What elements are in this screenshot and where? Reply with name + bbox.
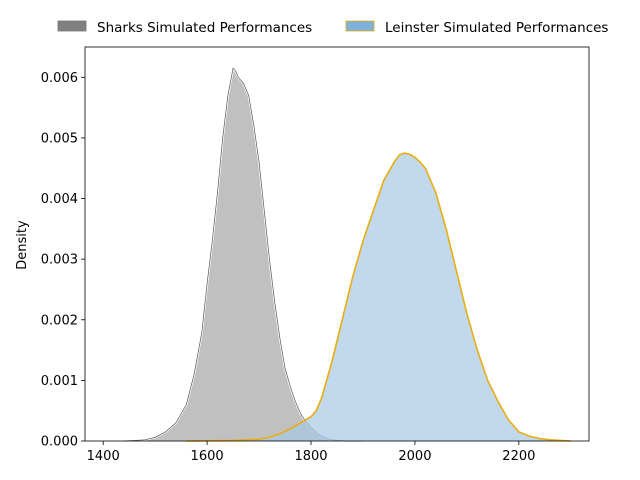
y-tick-label: 0.000 <box>41 435 78 450</box>
series-area-leinster <box>186 153 571 441</box>
legend-label-sharks: Sharks Simulated Performances <box>97 20 312 36</box>
x-tick-label: 1400 <box>87 449 120 464</box>
y-axis-label: Density <box>15 220 30 270</box>
x-tick-label: 1600 <box>191 449 224 464</box>
x-tick-label: 2200 <box>502 449 535 464</box>
x-tick-label: 2000 <box>398 449 431 464</box>
series-line-leinster <box>186 152 571 442</box>
series-layer <box>123 65 571 443</box>
y-tick-label: 0.002 <box>41 313 78 328</box>
y-tick-label: 0.005 <box>41 131 78 146</box>
y-tick-label: 0.006 <box>41 71 78 86</box>
plot-frame <box>84 46 590 442</box>
legend-swatch-leinster <box>345 20 375 32</box>
legend-label-leinster: Leinster Simulated Performances <box>385 20 608 36</box>
y-tick-label: 0.001 <box>41 374 78 389</box>
legend: Sharks Simulated Performances Leinster S… <box>57 20 608 36</box>
x-tick-label: 1800 <box>294 449 327 464</box>
y-tick-label: 0.004 <box>41 192 78 207</box>
legend-swatch-sharks <box>57 20 87 32</box>
axes: 1400 1600 1800 2000 2200 0.000 0.001 0.002 0.003… <box>41 46 590 464</box>
series-area-sharks <box>123 68 363 441</box>
y-tick-label: 0.003 <box>41 253 78 268</box>
